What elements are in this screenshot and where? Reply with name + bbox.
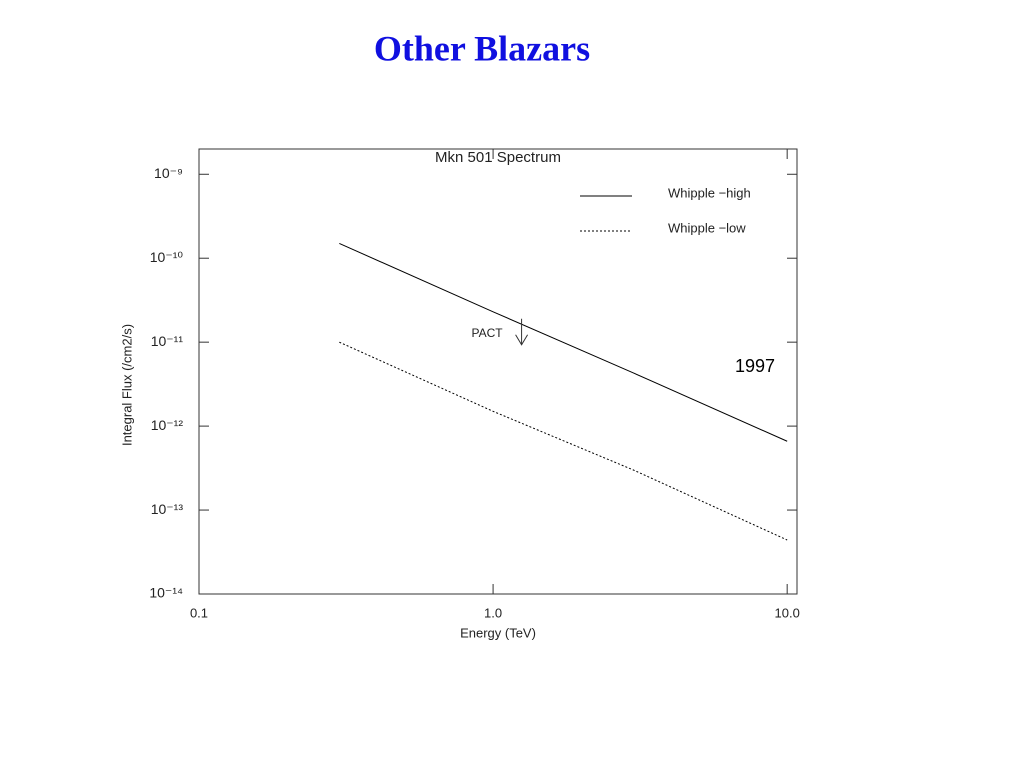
series-line <box>339 242 788 442</box>
x-tick-label: 1.0 <box>484 605 502 620</box>
y-tick-label: 10⁻⁹ <box>154 165 183 181</box>
plot-frame <box>198 148 798 595</box>
slide-title: Other Blazars <box>374 28 590 68</box>
y-tick-label: 10⁻¹³ <box>151 501 184 517</box>
upper-limit-arrow <box>515 318 529 346</box>
y-tick-label: 10⁻¹² <box>151 417 184 433</box>
legend-label: Whipple −low <box>668 220 746 235</box>
annotation: 1997 <box>735 356 775 376</box>
y-tick-label: 10⁻¹⁰ <box>150 249 184 265</box>
y-tick-label: 10⁻¹⁴ <box>149 585 183 601</box>
x-tick-label: 0.1 <box>190 605 208 620</box>
x-tick-label: 10.0 <box>775 605 800 620</box>
legend-label: Whipple −high <box>668 185 751 200</box>
chart-title: Mkn 501 Spectrum <box>435 149 561 166</box>
x-axis-label: Energy (TeV) <box>460 625 536 640</box>
upper-limit-label: PACT <box>471 326 503 340</box>
y-tick-label: 10⁻¹¹ <box>151 333 184 349</box>
series-line <box>339 341 788 541</box>
y-axis-label: Integral Flux (/cm2/s) <box>119 324 134 446</box>
